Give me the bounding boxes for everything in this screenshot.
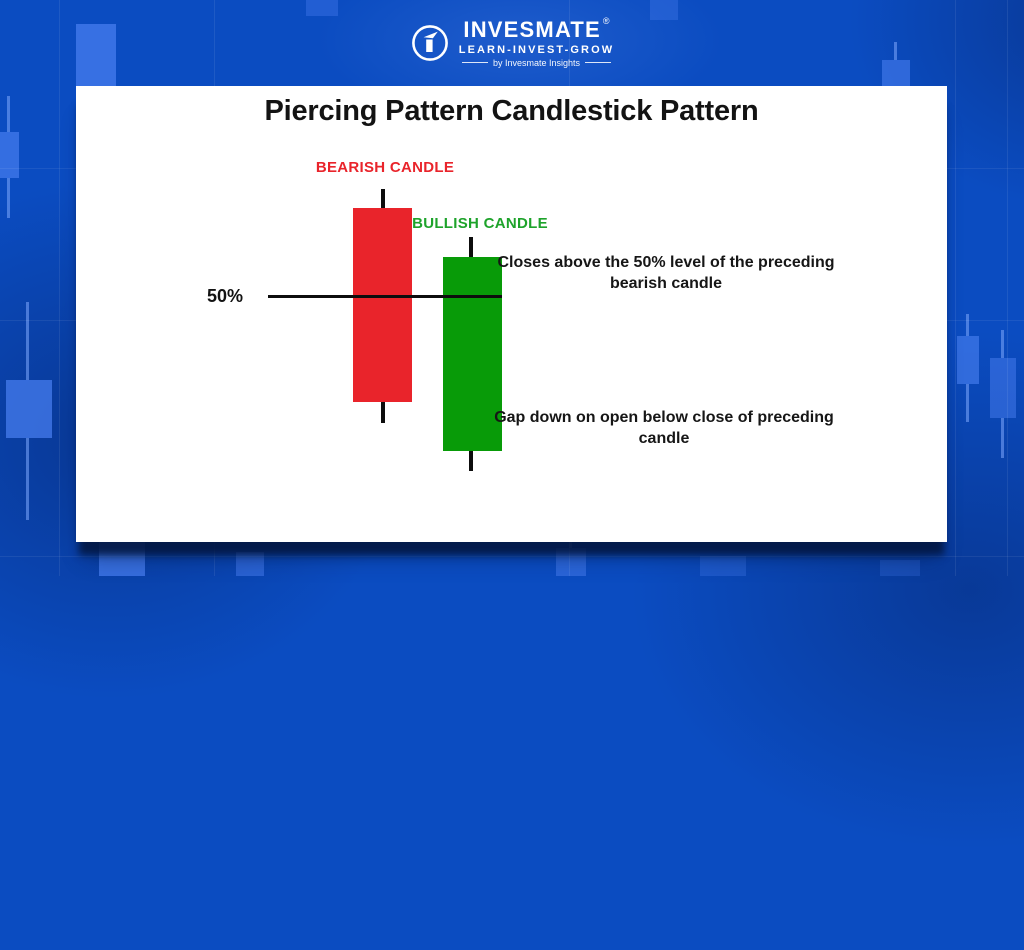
background-candle-wick bbox=[966, 384, 969, 422]
fifty-percent-label: 50% bbox=[207, 286, 244, 306]
close-above-note: Closes above the 50% level of the preced… bbox=[497, 254, 835, 292]
background-candle-wick bbox=[26, 438, 29, 520]
byline-text: by Invesmate Insights bbox=[492, 57, 581, 68]
background-candle-body bbox=[882, 60, 910, 86]
background-candle-wick bbox=[7, 178, 10, 218]
bearish-candle-body bbox=[353, 208, 412, 402]
gap-down-note: Gap down on open below close of precedin… bbox=[494, 409, 834, 447]
background-candle-wick bbox=[1001, 418, 1004, 458]
brand-name: INVESMATE bbox=[463, 16, 601, 42]
background-candle-body bbox=[6, 380, 52, 438]
bullish-candle-upper-wick bbox=[469, 237, 473, 257]
background-candle-wick bbox=[7, 96, 10, 132]
byline-dash-left bbox=[461, 62, 488, 63]
bearish-candle-label: BEARISH CANDLE bbox=[315, 159, 455, 176]
background-candle-body bbox=[0, 132, 19, 178]
background-gridline bbox=[0, 556, 1024, 557]
bearish-candle-lower-wick bbox=[381, 402, 385, 423]
background-candle-wick bbox=[26, 302, 29, 380]
background-candle-wick bbox=[966, 314, 969, 336]
brand-header: INVESMATE ® LEARN-INVEST-GROW by Invesma… bbox=[0, 7, 1024, 79]
background-candle-body bbox=[700, 556, 746, 576]
brand-tagline: LEARN-INVEST-GROW bbox=[458, 43, 615, 56]
invesmate-logo-icon bbox=[410, 23, 450, 63]
diagram-card: Piercing Pattern Candlestick Pattern BEA… bbox=[76, 86, 947, 542]
page-title: Piercing Pattern Candlestick Pattern bbox=[264, 95, 759, 127]
background-candle-body bbox=[650, 0, 678, 20]
bullish-candle-label: BULLISH CANDLE bbox=[412, 215, 548, 232]
background-candle-body bbox=[957, 336, 979, 384]
background-gridline bbox=[955, 0, 956, 576]
background-candle-body bbox=[236, 552, 264, 576]
brand-byline: by Invesmate Insights bbox=[461, 57, 612, 68]
byline-dash-right bbox=[585, 62, 612, 63]
registered-trademark-icon: ® bbox=[602, 15, 610, 26]
background-candle-body bbox=[306, 0, 338, 16]
fifty-percent-level-line bbox=[268, 295, 502, 298]
background-gridline bbox=[1007, 0, 1008, 576]
brand-wordmark: INVESMATE ® LEARN-INVEST-GROW by Invesma… bbox=[458, 15, 615, 68]
background-gridline bbox=[59, 0, 60, 576]
background-candle-wick bbox=[1001, 330, 1004, 358]
background-candle-body bbox=[556, 548, 586, 576]
background-candle-body bbox=[990, 358, 1016, 418]
bullish-candle-lower-wick bbox=[469, 451, 473, 471]
background-candle-body bbox=[880, 560, 920, 576]
background-candle-wick bbox=[894, 42, 897, 60]
bearish-candle-upper-wick bbox=[381, 189, 385, 208]
